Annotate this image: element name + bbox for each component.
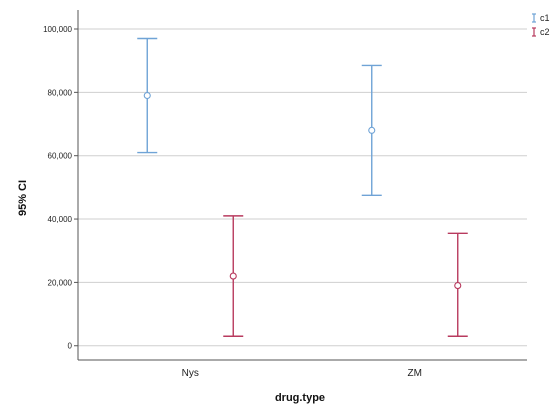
y-tick-label: 60,000 xyxy=(48,152,73,161)
mean-marker xyxy=(368,126,376,134)
legend-label: c1 xyxy=(540,13,550,23)
mean-marker xyxy=(229,272,237,280)
legend-label: c2 xyxy=(540,27,550,37)
x-tick-labels: Nys ZM xyxy=(182,368,422,379)
y-tick-label: 0 xyxy=(68,342,73,351)
y-axis-title: 95% CI xyxy=(17,180,29,216)
y-tick-labels: 0 20,000 40,000 60,000 80,000 100,000 xyxy=(43,25,72,351)
error-bars xyxy=(137,37,468,337)
y-tick-label: 40,000 xyxy=(48,215,73,224)
mean-marker xyxy=(143,91,151,100)
x-tick-label: ZM xyxy=(408,368,422,379)
y-tick-label: 20,000 xyxy=(48,278,73,287)
y-tick-label: 100,000 xyxy=(43,25,72,34)
x-axis-title: drug.type xyxy=(275,392,325,404)
y-tick-label: 80,000 xyxy=(48,88,73,97)
mean-marker xyxy=(454,282,462,290)
gridlines xyxy=(78,28,527,347)
x-tick-label: Nys xyxy=(182,368,199,379)
axes xyxy=(74,10,527,361)
